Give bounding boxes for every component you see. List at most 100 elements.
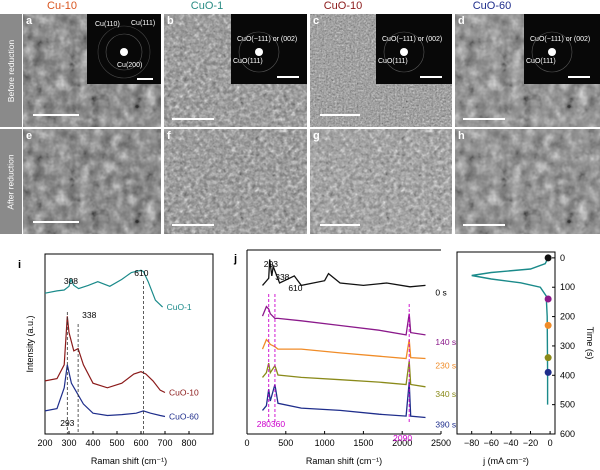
scale-bar [277,76,299,78]
scale-bar [33,221,79,223]
x-tick-label: 800 [181,438,196,448]
inset-label: Cu(111) [131,20,156,27]
x-tick-label: 400 [85,438,100,448]
y-axis-label: Intensity (a.u.) [25,315,35,372]
legend-label: CuO-1 [167,302,192,312]
sem-image-f: f [164,129,307,234]
x-tick-label: 700 [157,438,172,448]
scale-bar [137,78,153,80]
time-marker [544,321,552,329]
raman-charts: i 200 300 400 500 600 700 800 Raman shift (cm⁻¹)… [18,249,595,466]
panel-label-e: e [26,130,33,142]
y-tick-label: 300 [560,341,575,351]
x-axis-label: j (mA cm⁻²) [482,456,529,466]
sem-image-a: a Cu(110) Cu(111) Cu(200) [23,14,161,127]
peak-label: 2090 [393,433,412,443]
x-tick-label: 2500 [431,438,451,448]
x-tick-label: 200 [37,438,52,448]
time-marker [544,295,552,303]
time-marker [544,354,552,362]
scale-bar [172,224,214,226]
column-title-cuo60: CuO-60 [472,0,512,12]
legend-label: 230 s [435,361,456,371]
x-axis-label: Raman shift (cm⁻¹) [91,456,167,466]
panel-label-i: i [18,259,21,271]
series-line [44,316,166,394]
scale-bar [463,118,505,120]
legend-label: 390 s [435,419,456,429]
sem-image-h: h [455,129,600,234]
scale-bar [420,76,442,78]
peak-label: 610 [134,268,148,278]
panel-label-b: b [167,15,174,27]
y-tick-label: 500 [560,400,575,410]
scale-bar [172,118,214,120]
inset-label: CuO(111) [233,58,263,65]
row-label-after: After reduction [0,129,22,234]
peak-label: 360 [271,419,285,429]
column-title-cu10: Cu-10 [47,0,77,12]
plot-frame [44,253,214,435]
legend-label: 140 s [435,337,456,347]
peak-label: 293 [60,418,74,428]
x-tick-label: 600 [133,438,148,448]
x-tick-label: 500 [109,438,124,448]
y-tick-label: 100 [560,282,575,292]
row-label-before: Before reduction [0,14,22,127]
time-marker [544,368,552,376]
panel-label-c: c [313,15,320,27]
time-marker [544,254,552,262]
legend-label: 0 s [435,287,446,297]
sem-image-g: g [310,129,452,234]
peak-label: 338 [275,272,289,282]
sem-image-e: e [23,129,161,234]
x-tick-label: 0 [244,438,249,448]
y-tick-label: 0 [560,253,565,263]
series-line [262,259,426,288]
series-line [261,360,426,388]
inset-label: CuO(111) [526,58,556,65]
current-trace [471,257,549,405]
legend-label: 340 s [435,389,456,399]
plot-frame [456,251,556,435]
series-line [44,269,164,308]
series-line [261,338,426,360]
column-title-cuo1: CuO-1 [190,0,224,12]
x-tick-label: −60 [484,438,499,448]
sem-image-d: d CuO(−111) or (002) CuO(111) [455,14,600,127]
x-tick-label: 1000 [315,438,335,448]
panel-label-g: g [313,130,320,142]
scale-bar [568,76,590,78]
inset-label: CuO(−111) or (002) [237,36,298,43]
x-tick-label: −40 [503,438,518,448]
inset-label: CuO(111) [378,58,408,65]
panel-label-j: j [233,253,237,265]
y-axis-label: Time (s) [585,327,595,360]
legend-label: CuO-60 [169,411,199,421]
scale-bar [33,114,79,116]
column-title-cuo10: CuO-10 [323,0,363,12]
x-tick-label: 2000 [392,438,412,448]
x-axis-label: Raman shift (cm⁻¹) [306,456,382,466]
x-tick-label: 300 [61,438,76,448]
x-tick-label: 500 [278,438,293,448]
peak-label: 293 [264,259,278,269]
x-tick-label: 1500 [353,438,373,448]
series-line [261,382,426,419]
saed-inset-a: Cu(110) Cu(111) Cu(200) [87,14,161,84]
x-tick-label: 0 [548,438,553,448]
legend-label: CuO-10 [169,387,199,397]
inset-label: Cu(110) [95,21,120,28]
inset-label: CuO(−111) or (002) [382,36,443,43]
scale-bar [320,114,360,116]
scale-bar [320,224,360,226]
y-tick-label: 400 [560,370,575,380]
saed-inset-c: CuO(−111) or (002) CuO(111) [376,14,452,84]
panel-label-a: a [26,15,33,27]
x-tick-label: −20 [523,438,538,448]
y-tick-label: 600 [560,429,575,439]
series-line [261,305,426,336]
scale-bar [463,224,505,226]
panel-label-d: d [458,15,465,27]
series-line [44,364,166,418]
